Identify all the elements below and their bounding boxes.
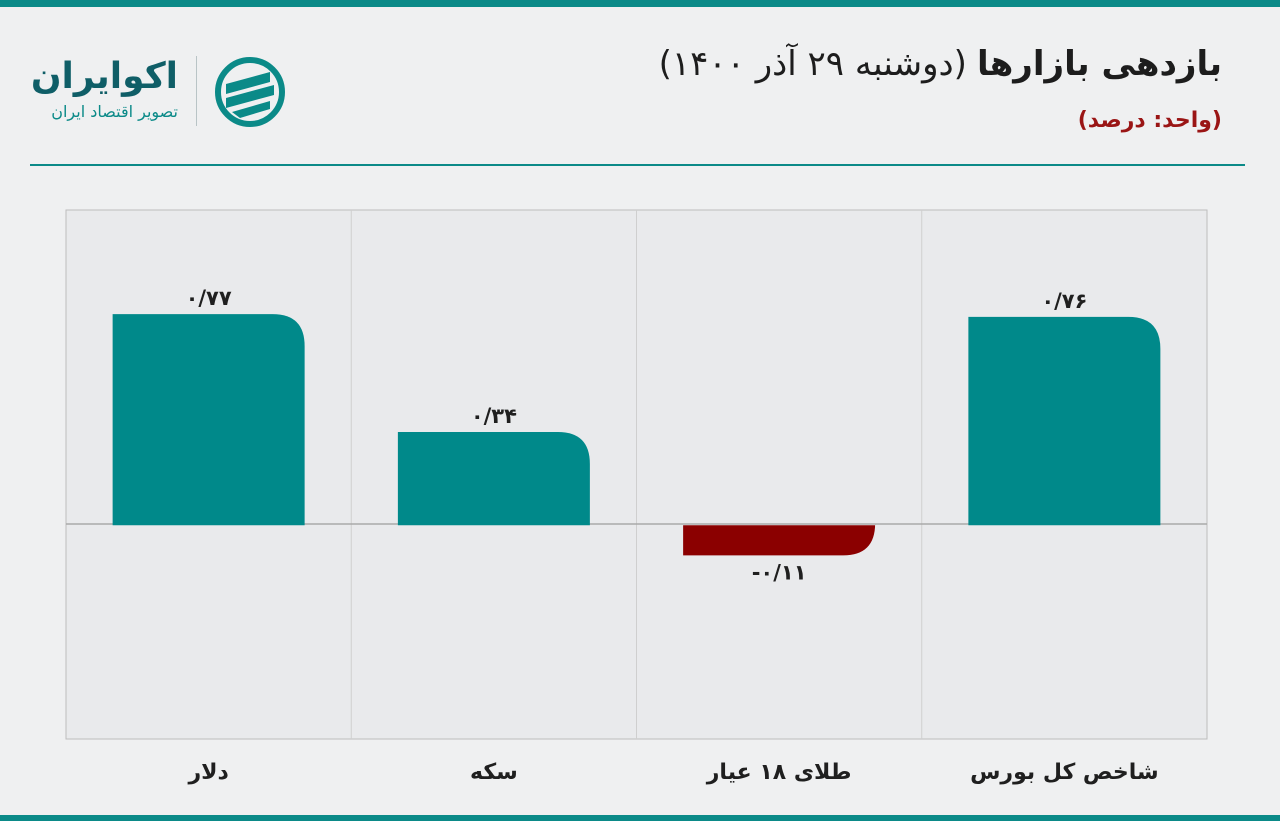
- gridlines: [350, 210, 923, 739]
- logo-tagline: تصویر اقتصاد ایران: [51, 102, 178, 121]
- category-label: شاخص کل بورس: [970, 760, 1159, 785]
- logo-mark-icon: [215, 57, 285, 127]
- chart-title: بازدهی بازارها(دوشنبه ۲۹ آذر ۱۴۰۰): [659, 44, 1222, 84]
- header-divider: [30, 164, 1245, 166]
- data-label: ۰/۷۶: [1041, 289, 1087, 313]
- data-label: ۰/۷۷: [186, 286, 232, 310]
- value-labels: ۰/۷۶ -۰/۱۱ ۰/۳۴ ۰/۷۷: [186, 286, 1088, 584]
- data-label: ۰/۳۴: [471, 404, 517, 428]
- bottom-accent-bar: [0, 815, 1280, 821]
- category-label: سکه: [469, 760, 518, 785]
- bar: [397, 432, 590, 526]
- bar: [112, 314, 305, 526]
- brand-logo[interactable]: اکوایران تصویر اقتصاد ایران: [30, 52, 290, 132]
- top-accent-bar: [0, 0, 1280, 7]
- logo-divider: [196, 56, 197, 126]
- category-label: دلار: [188, 760, 229, 785]
- title-date: (دوشنبه ۲۹ آذر ۱۴۰۰): [658, 44, 967, 84]
- bar: [683, 523, 876, 556]
- bar: [968, 316, 1161, 526]
- data-label: -۰/۱۱: [752, 560, 807, 584]
- bars: [112, 314, 1161, 556]
- logo-name: اکوایران: [30, 56, 178, 97]
- title-main: بازدهی بازارها: [976, 44, 1222, 84]
- unit-label: (واحد: درصد): [1077, 108, 1222, 133]
- category-label: طلای ۱۸ عیار: [706, 760, 852, 785]
